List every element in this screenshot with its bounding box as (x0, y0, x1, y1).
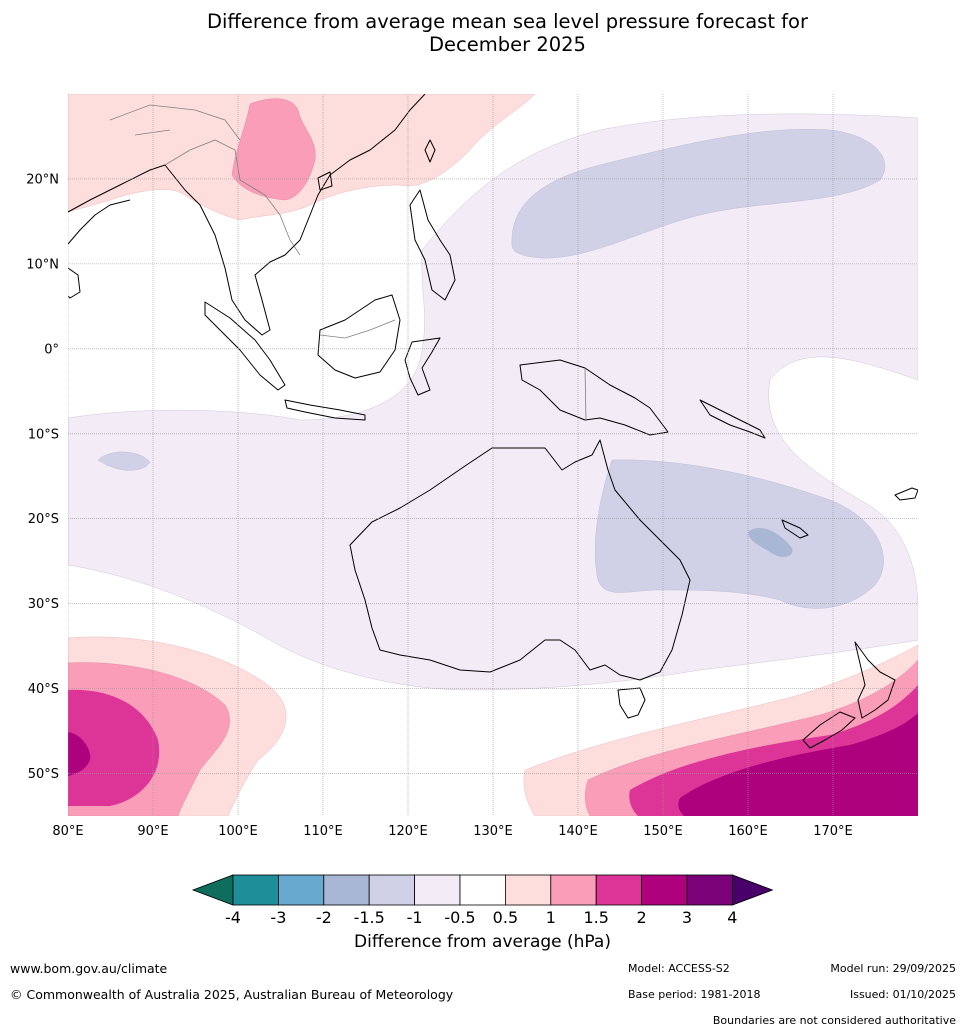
lon-label-120: 120°E (388, 824, 428, 839)
coastline-philippines (409, 189, 456, 301)
colorbar-swatch-5 (414, 874, 461, 906)
coastline-borneo (317, 294, 401, 379)
lat-label--20: 20°S (28, 512, 59, 527)
coastline-new-zealand-north (854, 641, 896, 719)
colorbar: -4 -3 -2 -1.5 -1 -0.5 0.5 1 1.5 2 3 4 (191, 874, 774, 927)
colorbar-tick-label: -3 (270, 908, 286, 927)
colorbar-swatch-1 (232, 874, 279, 906)
colorbar-arrow-low (191, 874, 234, 906)
coastline-india (68, 199, 131, 245)
website-link[interactable]: www.bom.gov.au/climate (10, 961, 168, 976)
coastline-new-zealand-south (802, 711, 856, 749)
colorbar-swatch-11 (686, 874, 733, 906)
coastline-new-guinea (519, 359, 669, 436)
colorbar-tick-label: -1.5 (354, 908, 385, 927)
colorbar-swatch-9 (595, 874, 643, 906)
colorbar-tick-label: -2 (316, 908, 332, 927)
colorbar-tick-label: -1 (407, 908, 423, 927)
colorbar-tick-label: 1 (546, 908, 556, 927)
base-period-text: Base period: 1981-2018 (628, 988, 761, 1001)
colorbar-tick-label: 2 (637, 908, 647, 927)
model-run-text: Model run: 29/09/2025 (830, 962, 956, 975)
lon-label-170: 170°E (813, 824, 853, 839)
axis-labels: 80°E 90°E 100°E 110°E 120°E 130°E 140°E 150°E 16… (26, 172, 853, 839)
coastline-tasmania (617, 687, 646, 719)
anomaly-region-purple-sw (68, 732, 91, 776)
borders (109, 104, 587, 421)
model-text: Model: ACCESS-S2 (628, 962, 730, 975)
lat-label--30: 30°S (28, 597, 59, 612)
border-indochina (109, 104, 301, 256)
coastline-java (284, 399, 366, 421)
colorbar-tick-label: 0.5 (493, 908, 518, 927)
lat-label-10: 10°N (26, 257, 59, 272)
lon-label-100: 100°E (218, 824, 258, 839)
anomaly-region-rose-asia (231, 98, 316, 201)
colorbar-tick-label: -4 (225, 908, 241, 927)
anomaly-region-magenta-sw (68, 689, 160, 806)
title-line-1: Difference from average mean sea level p… (207, 10, 808, 33)
map-area (68, 94, 918, 816)
colorbar-title: Difference from average (hPa) (354, 932, 611, 952)
title-line-2: December 2025 (429, 33, 586, 56)
coastline-australia (349, 439, 691, 681)
coastline-new-caledonia (781, 519, 809, 539)
disclaimer-text: Boundaries are not considered authoritat… (712, 1014, 956, 1027)
issued-text: Issued: 01/10/2025 (849, 988, 956, 1001)
lon-label-110: 110°E (303, 824, 343, 839)
coastline-sumatra (204, 301, 286, 391)
coastline-asia-mainland (68, 94, 426, 336)
colorbar-swatch-3 (323, 874, 370, 906)
lon-label-140: 140°E (558, 824, 598, 839)
colorbar-tick-label: -0.5 (444, 908, 475, 927)
lon-label-130: 130°E (473, 824, 513, 839)
coastline-fiji (894, 487, 918, 501)
anomaly-region-lilac-indian (97, 451, 151, 471)
anomaly-region-lilac-australia (594, 459, 884, 609)
anomaly-region-blue-coralsea (748, 527, 793, 557)
lat-label--10: 10°S (28, 427, 59, 442)
colorbar-tick-label: 4 (727, 908, 737, 927)
copyright-text: © Commonwealth of Australia 2025, Austra… (10, 987, 454, 1002)
anomaly-region-lilac-north (511, 129, 885, 259)
lat-label--50: 50°S (28, 767, 59, 782)
colorbar-swatch-8 (550, 874, 597, 906)
colorbar-swatch-6 (459, 874, 506, 906)
colorbar-tick-label: 1.5 (583, 908, 608, 927)
border-png (584, 367, 587, 421)
lon-label-90: 90°E (137, 824, 168, 839)
lon-label-160: 160°E (728, 824, 768, 839)
chart-title: Difference from average mean sea level p… (0, 10, 965, 56)
coastline-sri-lanka (68, 267, 81, 299)
colorbar-swatch-2 (277, 874, 325, 906)
coastline-sulawesi (404, 337, 441, 396)
lat-label--40: 40°S (28, 682, 59, 697)
colorbar-arrow-high (732, 874, 774, 906)
coastlines (68, 94, 918, 749)
coastline-hainan-taiwan (317, 139, 436, 191)
lon-label-150: 150°E (643, 824, 683, 839)
border-borneo (319, 319, 396, 339)
lat-label-20: 20°N (26, 172, 59, 187)
colorbar-swatch-10 (641, 874, 688, 906)
coastline-solomons (699, 399, 766, 439)
colorbar-tick-label: 3 (682, 908, 692, 927)
colorbar-swatch-7 (504, 874, 552, 906)
anomaly-region-purple-se (678, 713, 918, 816)
lat-label-0: 0° (44, 342, 59, 357)
gridlines (68, 94, 918, 816)
colorbar-swatch-4 (368, 874, 416, 906)
lon-label-80: 80°E (52, 824, 83, 839)
